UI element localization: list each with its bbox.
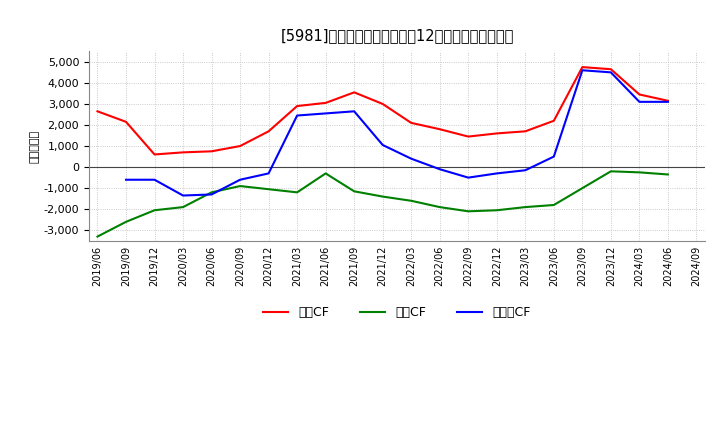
投賃CF [207,190,216,195]
営業CF [379,101,387,106]
投賃CF [93,234,102,239]
営業CF [293,103,302,109]
投賃CF [150,208,159,213]
投賃CF [549,202,558,208]
営業CF [407,120,415,125]
フリーCF [235,177,244,182]
フリーCF [664,99,672,104]
投賃CF [321,171,330,176]
フリーCF [264,171,273,176]
フリーCF [492,171,501,176]
投賃CF [635,170,644,175]
投賃CF [436,205,444,210]
営業CF [606,66,615,72]
営業CF [235,143,244,149]
フリーCF [635,99,644,104]
Legend: 営業CF, 投賃CF, フリーCF: 営業CF, 投賃CF, フリーCF [258,301,536,324]
投賃CF [379,194,387,199]
営業CF [635,92,644,97]
営業CF [521,128,530,134]
フリーCF [122,177,130,182]
Line: フリーCF: フリーCF [126,70,668,195]
営業CF [122,119,130,125]
営業CF [321,100,330,106]
フリーCF [379,143,387,148]
投賃CF [179,205,187,210]
Line: 営業CF: 営業CF [97,67,668,154]
営業CF [264,128,273,134]
投賃CF [264,187,273,192]
フリーCF [150,177,159,182]
投賃CF [521,205,530,210]
投賃CF [293,190,302,195]
営業CF [464,134,472,139]
フリーCF [321,111,330,116]
フリーCF [578,68,587,73]
フリーCF [350,109,359,114]
投賃CF [464,209,472,214]
Title: [5981]　キャッシュフローの12か月移動合計の推移: [5981] キャッシュフローの12か月移動合計の推移 [280,28,513,43]
営業CF [350,90,359,95]
投賃CF [122,219,130,224]
営業CF [436,127,444,132]
フリーCF [606,70,615,75]
投賃CF [350,189,359,194]
営業CF [93,109,102,114]
フリーCF [179,193,187,198]
営業CF [549,118,558,124]
フリーCF [549,154,558,159]
Y-axis label: （百万円）: （百万円） [30,129,40,163]
投賃CF [407,198,415,203]
投賃CF [235,183,244,189]
フリーCF [464,175,472,180]
投賃CF [492,208,501,213]
営業CF [664,98,672,103]
営業CF [578,65,587,70]
営業CF [492,131,501,136]
営業CF [179,150,187,155]
フリーCF [293,113,302,118]
営業CF [150,152,159,157]
フリーCF [407,156,415,161]
投賃CF [606,169,615,174]
投賃CF [664,172,672,177]
フリーCF [436,167,444,172]
営業CF [207,149,216,154]
フリーCF [521,168,530,173]
Line: 投賃CF: 投賃CF [97,171,668,237]
投賃CF [578,186,587,191]
フリーCF [207,192,216,197]
